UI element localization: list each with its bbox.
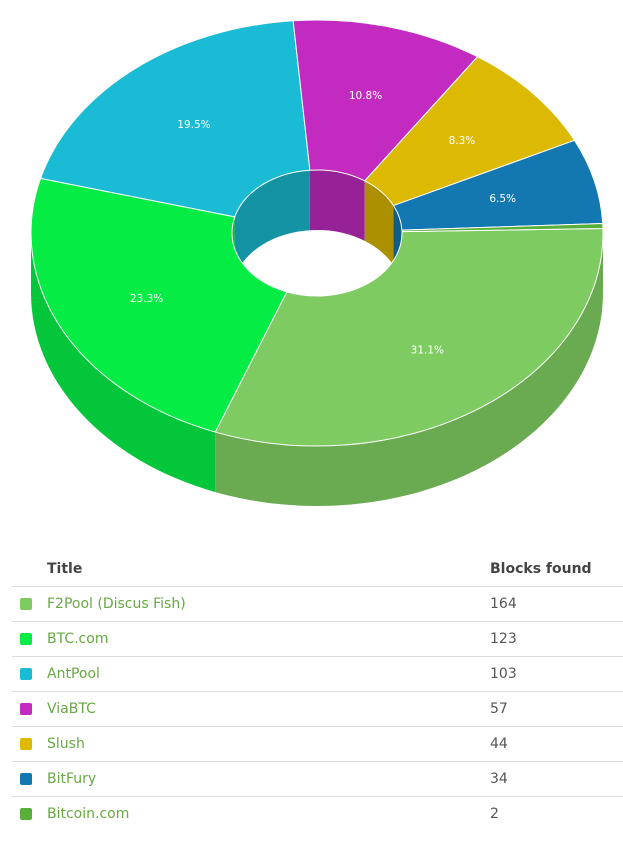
table-row[interactable]: BitFury 34	[12, 761, 623, 797]
blocks-found-value: 2	[490, 806, 499, 822]
blocks-header[interactable]: Blocks found	[490, 552, 623, 587]
legend-swatch	[20, 808, 32, 820]
pool-title[interactable]: AntPool	[47, 656, 490, 692]
swatch-cell	[12, 656, 47, 692]
swatch-cell	[12, 691, 47, 727]
slice-top	[40, 20, 311, 218]
legend-body: F2Pool (Discus Fish) 164 BTC.com 123 AntPool…	[12, 586, 623, 832]
slice-top	[214, 228, 604, 447]
table-row[interactable]: Bitcoin.com 2	[12, 797, 623, 832]
slice-percent-label: 6.5%	[489, 193, 516, 205]
inner-wall	[309, 170, 365, 241]
slice-percent-label: 10.8%	[349, 90, 382, 102]
inner-wall	[364, 180, 394, 266]
slice-top	[292, 19, 479, 182]
slice-top	[364, 56, 576, 207]
pool-title[interactable]: BitFury	[47, 761, 490, 797]
legend-swatch	[20, 598, 32, 610]
table-row[interactable]: Slush 44	[12, 726, 623, 762]
table-row[interactable]: F2Pool (Discus Fish) 164	[12, 586, 623, 622]
pool-title[interactable]: Slush	[47, 726, 490, 762]
slice-percent-label: 8.3%	[449, 135, 476, 147]
pool-title[interactable]: BTC.com	[47, 621, 490, 657]
blocks-found-value: 44	[490, 726, 623, 762]
table-header-row: Title Blocks found	[12, 552, 623, 587]
swatch-cell	[12, 761, 47, 797]
swatch-cell	[12, 586, 47, 622]
table-row[interactable]: ViaBTC 57	[12, 691, 623, 727]
legend-swatch	[20, 703, 32, 715]
donut-chart-svg: 31.1% 23.3% 19.5% 10.8% 8.3% 6.5%	[30, 19, 604, 506]
legend-swatch	[20, 633, 32, 645]
donut-chart: 31.1% 23.3% 19.5% 10.8% 8.3% 6.5%	[30, 19, 604, 506]
blocks-found-value: 123	[490, 621, 623, 657]
blocks-found-value: 103	[490, 656, 623, 692]
swatch-header	[12, 552, 47, 587]
swatch-cell	[12, 797, 47, 832]
legend-swatch	[20, 668, 32, 680]
outer-wall	[30, 233, 216, 493]
title-header[interactable]: Title	[47, 552, 490, 587]
blocks-found-value: 57	[490, 691, 623, 727]
slice-percent-label: 31.1%	[411, 344, 444, 356]
pool-title[interactable]: F2Pool (Discus Fish)	[47, 586, 490, 622]
legend-swatch	[20, 773, 32, 785]
slice-percent-label: 23.3%	[130, 293, 163, 305]
slice-top	[30, 177, 288, 433]
pool-title[interactable]: Bitcoin.com	[47, 806, 130, 822]
blocks-found-value: 164	[490, 586, 623, 622]
table-row[interactable]: AntPool 103	[12, 656, 623, 692]
pool-title[interactable]: ViaBTC	[47, 691, 490, 727]
swatch-cell	[12, 621, 47, 657]
slice-top	[401, 222, 604, 233]
table-row[interactable]: BTC.com 123	[12, 621, 623, 657]
swatch-cell	[12, 726, 47, 762]
inner-wall	[234, 170, 310, 277]
outer-wall	[215, 233, 604, 506]
slice-percent-label: 19.5%	[177, 119, 210, 131]
blocks-found-value: 34	[490, 761, 623, 797]
legend-swatch	[20, 738, 32, 750]
legend-table: Title Blocks found F2Pool (Discus Fish) 1…	[12, 552, 623, 831]
